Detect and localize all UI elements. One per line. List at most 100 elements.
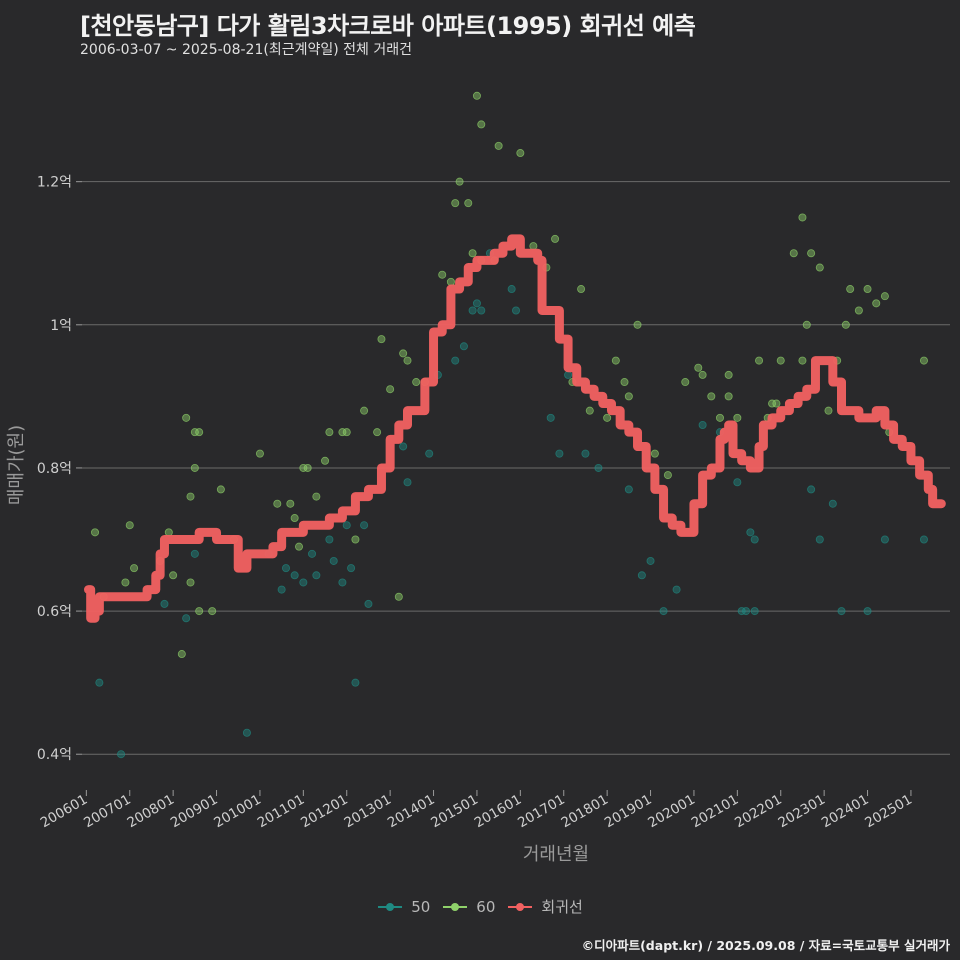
point-50 <box>281 564 290 573</box>
point-60 <box>529 242 538 251</box>
x-tick-label: 201401 <box>385 792 438 832</box>
point-60 <box>715 413 724 422</box>
point-60 <box>451 199 460 208</box>
x-tick-label: 200901 <box>168 792 221 832</box>
legend-label-regression: 회귀선 <box>541 898 583 916</box>
point-60 <box>494 141 503 150</box>
x-tick-label: 201101 <box>255 792 308 832</box>
point-50 <box>737 607 746 616</box>
point-60 <box>186 578 195 587</box>
point-50 <box>807 485 816 494</box>
point-60 <box>603 413 612 422</box>
point-50 <box>733 478 742 487</box>
point-50 <box>828 499 837 508</box>
point-50 <box>325 535 334 544</box>
legend-item-50: 50 <box>377 898 430 916</box>
point-50 <box>338 578 347 587</box>
y-axis-title: 매매가(원) <box>6 425 27 505</box>
point-50 <box>290 571 299 580</box>
point-60 <box>299 463 308 472</box>
point-60 <box>789 249 798 258</box>
point-60 <box>724 392 733 401</box>
point-60 <box>286 499 295 508</box>
point-60 <box>325 428 334 437</box>
point-50 <box>459 342 468 351</box>
point-60 <box>681 378 690 387</box>
point-60 <box>807 249 816 258</box>
point-50 <box>299 578 308 587</box>
point-60 <box>724 370 733 379</box>
point-60 <box>190 463 199 472</box>
x-tick-label: 202301 <box>775 792 828 832</box>
point-60 <box>455 177 464 186</box>
point-60 <box>338 428 347 437</box>
x-tick-label: 202001 <box>645 792 698 832</box>
point-60 <box>394 592 403 601</box>
point-60 <box>342 428 351 437</box>
x-tick-label: 201001 <box>211 792 264 832</box>
point-50 <box>403 478 412 487</box>
point-50 <box>624 485 633 494</box>
point-60 <box>255 449 264 458</box>
point-60 <box>177 650 186 659</box>
point-50 <box>750 607 759 616</box>
point-60 <box>663 471 672 480</box>
legend-key-60-icon <box>443 902 468 911</box>
point-50 <box>312 571 321 580</box>
point-60 <box>768 399 777 408</box>
y-tick-label: 0.6억 <box>37 604 72 620</box>
point-60 <box>386 385 395 394</box>
point-60 <box>841 320 850 329</box>
x-tick-label: 202401 <box>819 792 872 832</box>
point-60 <box>798 356 807 365</box>
point-60 <box>464 199 473 208</box>
footer-credit: ©디아파트(dapt.kr) / 2025.09.08 / 자료=국토교통부 실… <box>581 938 950 953</box>
x-tick-label: 200801 <box>124 792 177 832</box>
x-tick-label: 201901 <box>602 792 655 832</box>
point-50 <box>742 607 751 616</box>
point-60 <box>846 285 855 294</box>
point-50 <box>360 521 369 530</box>
y-tick-label: 0.4억 <box>37 747 72 763</box>
x-tick-label: 202101 <box>689 792 742 832</box>
point-50 <box>594 463 603 472</box>
x-tick-label: 201501 <box>428 792 481 832</box>
x-tick-label: 201601 <box>472 792 525 832</box>
point-60 <box>854 306 863 315</box>
point-60 <box>815 263 824 272</box>
x-tick-label: 201201 <box>298 792 351 832</box>
point-50 <box>242 728 251 737</box>
point-60 <box>195 607 204 616</box>
point-50 <box>919 535 928 544</box>
point-50 <box>160 599 169 608</box>
x-tick-label: 202501 <box>862 792 915 832</box>
point-60 <box>880 292 889 301</box>
point-50 <box>477 306 486 315</box>
point-60 <box>733 413 742 422</box>
point-50 <box>746 528 755 537</box>
point-60 <box>516 149 525 158</box>
point-60 <box>611 356 620 365</box>
point-50 <box>837 607 846 616</box>
x-tick-label: 200601 <box>38 792 91 832</box>
y-tick-label: 1억 <box>50 318 72 334</box>
point-60 <box>182 413 191 422</box>
point-60 <box>294 542 303 551</box>
point-50 <box>342 521 351 530</box>
legend-key-50-icon <box>378 902 403 911</box>
x-tick-label: 200701 <box>81 792 134 832</box>
legend-label-50: 50 <box>411 897 431 916</box>
point-60 <box>446 277 455 286</box>
legend-label-60: 60 <box>476 897 496 916</box>
point-50 <box>451 356 460 365</box>
point-60 <box>399 349 408 358</box>
point-60 <box>624 392 633 401</box>
point-50 <box>880 535 889 544</box>
point-60 <box>412 378 421 387</box>
point-60 <box>91 528 100 537</box>
point-60 <box>190 428 199 437</box>
point-60 <box>872 299 881 308</box>
point-60 <box>438 270 447 279</box>
point-60 <box>321 456 330 465</box>
point-60 <box>273 499 282 508</box>
